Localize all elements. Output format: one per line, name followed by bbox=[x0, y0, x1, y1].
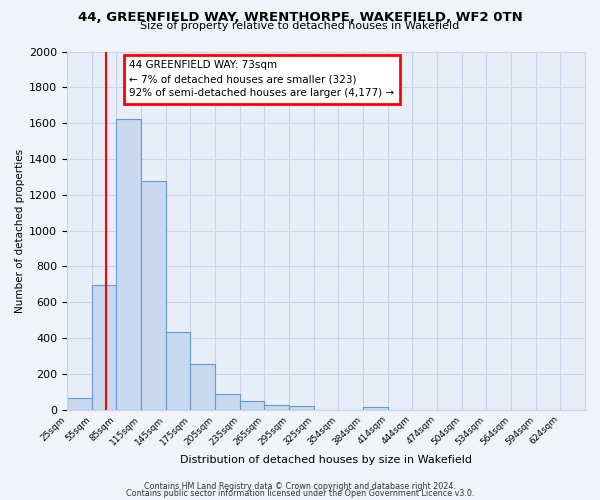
Y-axis label: Number of detached properties: Number of detached properties bbox=[15, 148, 25, 312]
Bar bbox=[67, 398, 92, 409]
Bar bbox=[116, 118, 141, 410]
Bar bbox=[92, 285, 116, 410]
Text: Size of property relative to detached houses in Wakefield: Size of property relative to detached ho… bbox=[140, 21, 460, 31]
Bar bbox=[363, 408, 388, 410]
Bar bbox=[265, 405, 289, 409]
Text: Contains HM Land Registry data © Crown copyright and database right 2024.: Contains HM Land Registry data © Crown c… bbox=[144, 482, 456, 491]
Text: 44 GREENFIELD WAY: 73sqm
← 7% of detached houses are smaller (323)
92% of semi-d: 44 GREENFIELD WAY: 73sqm ← 7% of detache… bbox=[129, 60, 394, 98]
X-axis label: Distribution of detached houses by size in Wakefield: Distribution of detached houses by size … bbox=[180, 455, 472, 465]
Bar bbox=[190, 364, 215, 410]
Text: 44, GREENFIELD WAY, WRENTHORPE, WAKEFIELD, WF2 0TN: 44, GREENFIELD WAY, WRENTHORPE, WAKEFIEL… bbox=[77, 11, 523, 24]
Bar bbox=[141, 182, 166, 410]
Bar bbox=[166, 332, 190, 409]
Bar bbox=[215, 394, 239, 409]
Text: Contains public sector information licensed under the Open Government Licence v3: Contains public sector information licen… bbox=[126, 489, 474, 498]
Bar bbox=[289, 406, 314, 409]
Bar bbox=[239, 401, 265, 409]
